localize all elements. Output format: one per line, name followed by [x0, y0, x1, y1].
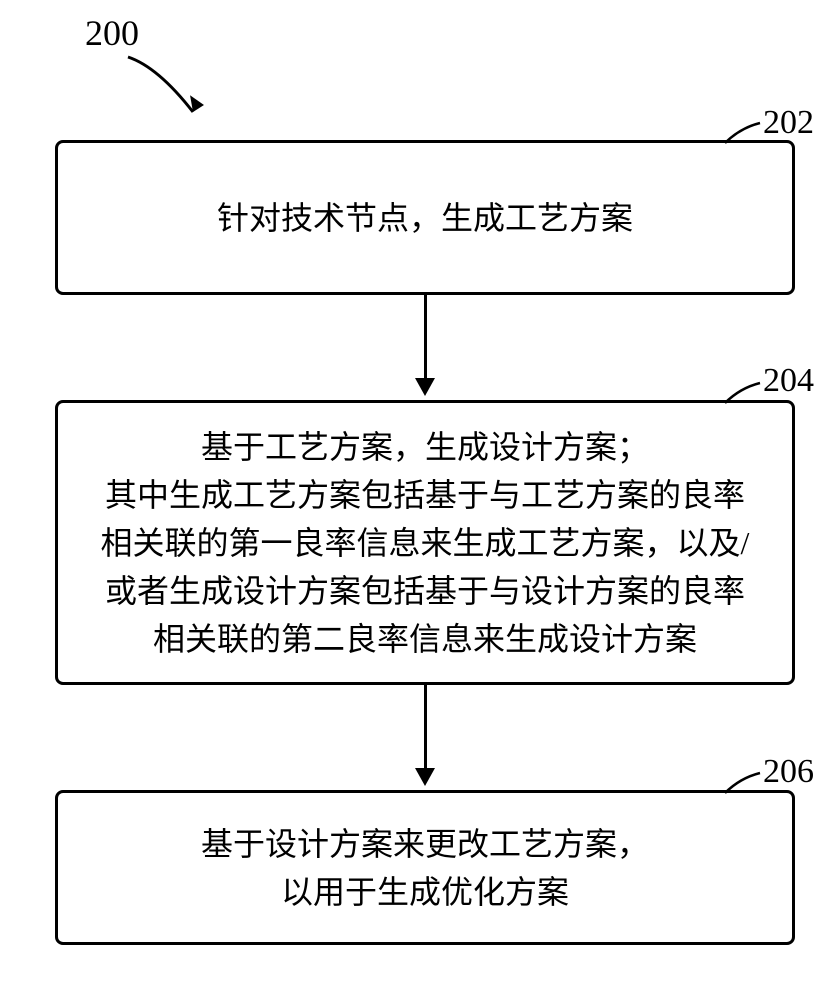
- flowchart-box-1: 针对技术节点，生成工艺方案: [55, 140, 795, 295]
- arrow-2-line: [424, 685, 427, 770]
- arrow-2-head: [415, 768, 435, 786]
- ref-label-box1: 202: [763, 104, 814, 142]
- arrow-curve-main: [118, 52, 238, 142]
- ref-label-box2: 204: [763, 362, 814, 400]
- box1-text: 针对技术节点，生成工艺方案: [217, 194, 633, 242]
- arrow-1-line: [424, 295, 427, 380]
- arrow-1-head: [415, 378, 435, 396]
- flowchart-box-2: 基于工艺方案，生成设计方案； 其中生成工艺方案包括基于与工艺方案的良率 相关联的…: [55, 400, 795, 685]
- box3-text: 基于设计方案来更改工艺方案， 以用于生成优化方案: [201, 820, 649, 916]
- ref-label-box3: 206: [763, 753, 814, 791]
- diagram-label-main: 200: [85, 12, 139, 54]
- box2-text: 基于工艺方案，生成设计方案； 其中生成工艺方案包括基于与工艺方案的良率 相关联的…: [101, 423, 750, 663]
- flowchart-box-3: 基于设计方案来更改工艺方案， 以用于生成优化方案: [55, 790, 795, 945]
